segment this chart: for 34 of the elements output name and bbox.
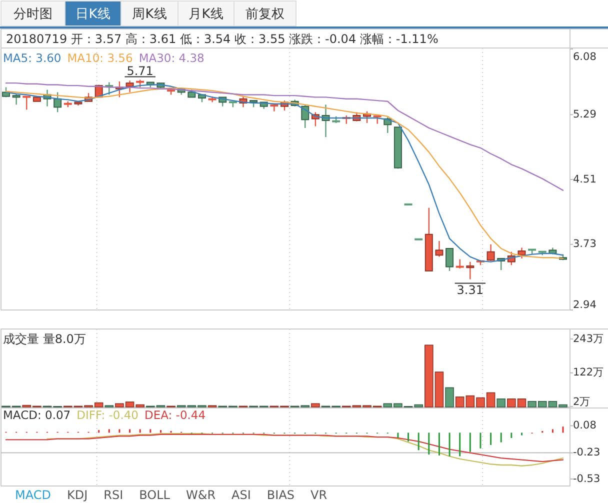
y-tick-label: 2万 [573, 396, 591, 408]
y-tick-label: 3.73 [573, 238, 596, 250]
text: BIAS [266, 488, 295, 502]
y-tick-label: 2.94 [573, 298, 597, 311]
text: 日K线 [76, 7, 110, 22]
annotation: 3.31 [456, 283, 484, 298]
text: MA5: 3.60 [3, 51, 62, 65]
series-label: MACD: 0.07 [3, 408, 71, 422]
text: VR [310, 488, 328, 502]
text: W&R [186, 488, 216, 502]
text: 月K线 [188, 7, 224, 22]
text: RSI [104, 488, 124, 502]
y-tick-label: -0.53 [573, 472, 600, 485]
y-tick-label: -0.23 [573, 446, 600, 459]
text: BOLL [139, 488, 170, 502]
chart-title: 20180719 开：3.57 高：3.61 低：3.54 收：3.55 涨跌：-0.04 涨幅：-1.11% [6, 32, 438, 46]
series-label: MA30: 4.38 [138, 51, 204, 65]
y-tick-label: 0.08 [573, 420, 596, 432]
text: 前复权 [246, 7, 284, 22]
y-tick-label: 122万 [573, 366, 604, 379]
chart-title: 成交量 量8.0万 [3, 332, 86, 346]
annotation: 5.71 [126, 64, 154, 78]
series-label: DIFF: -0.40 [76, 408, 138, 422]
series-label: DEA: -0.44 [144, 408, 206, 422]
text: 周K线 [132, 7, 167, 22]
y-tick-label: 6.08 [573, 50, 596, 63]
y-tick-label: 5.29 [573, 108, 596, 121]
y-tick-label: 243万 [573, 332, 604, 345]
y-tick-label: 4.51 [573, 173, 596, 186]
text: ASI [232, 488, 251, 502]
text: 分时图 [14, 7, 52, 22]
text: MACD [15, 488, 51, 502]
text: KDJ [66, 488, 88, 502]
text: MA10: 3.56 [67, 51, 133, 65]
